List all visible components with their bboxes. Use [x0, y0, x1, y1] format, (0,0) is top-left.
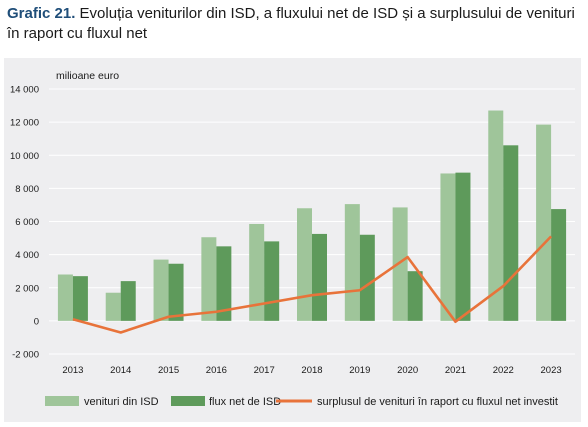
line-surplus — [72, 235, 553, 334]
x-tick-label: 2019 — [349, 365, 370, 376]
bar-venituri — [297, 208, 312, 321]
x-tick-label: 2014 — [110, 365, 131, 376]
y-tick-label: 2 000 — [15, 283, 39, 294]
bar-venituri — [392, 207, 408, 321]
x-tick-label: 2013 — [62, 365, 83, 376]
legend-label: surplusul de venituri în raport cu fluxu… — [317, 396, 558, 408]
bar-venituri — [201, 237, 217, 321]
bar-venituri — [105, 292, 121, 321]
x-tick-label: 2023 — [541, 365, 562, 376]
bar-venituri — [57, 274, 73, 321]
chart-svg: -2 000 0 2 000 4 000 6 000 8 000 10 000 12 000 1… — [10, 70, 575, 408]
x-tick-label: 2020 — [397, 365, 418, 376]
bar-flux — [120, 281, 136, 321]
y-tick-label: 12 000 — [10, 118, 39, 129]
bar-flux — [455, 172, 471, 321]
bar-flux — [168, 263, 184, 321]
y-tick-label: 4 000 — [15, 250, 39, 261]
bar-flux — [72, 276, 88, 321]
bar-venituri — [153, 259, 169, 321]
y-tick-label: 10 000 — [10, 151, 39, 162]
y-tick-label: -2 000 — [12, 350, 39, 361]
bar-venituri — [536, 124, 552, 321]
bar-flux — [551, 209, 567, 321]
chart-title: Grafic 21. Evoluția veniturilor din ISD,… — [7, 4, 582, 44]
y-tick-label: 8 000 — [15, 184, 39, 195]
legend-label: flux net de ISD — [209, 396, 281, 408]
x-tick-label: 2016 — [206, 365, 227, 376]
bar-venituri — [440, 173, 456, 321]
legend-label: venituri din ISD — [84, 396, 159, 408]
bar-flux — [312, 233, 327, 321]
legend-swatch — [171, 396, 205, 406]
x-tick-label: 2018 — [301, 365, 322, 376]
chart-panel: -2 000 0 2 000 4 000 6 000 8 000 10 000 12 000 1… — [4, 58, 581, 422]
figure-number: Grafic 21. — [7, 5, 76, 22]
y-tick-label: 0 — [34, 316, 39, 327]
bar-flux — [359, 234, 375, 321]
y-tick-label: 6 000 — [15, 217, 39, 228]
legend-swatch — [45, 396, 79, 406]
y-unit-label: milioane euro — [56, 70, 119, 82]
bar-flux — [503, 145, 519, 321]
bar-flux — [216, 246, 232, 321]
x-tick-label: 2015 — [158, 365, 179, 376]
bar-venituri — [488, 110, 504, 321]
bar-venituri — [249, 223, 265, 321]
figure-caption: Evoluția veniturilor din ISD, a fluxului… — [7, 5, 575, 42]
bar-venituri — [344, 204, 360, 321]
bar-flux — [264, 241, 280, 321]
y-tick-label: 14 000 — [10, 85, 39, 96]
x-tick-label: 2021 — [445, 365, 466, 376]
x-tick-label: 2017 — [254, 365, 275, 376]
bar-flux — [407, 271, 423, 321]
x-tick-label: 2022 — [493, 365, 514, 376]
